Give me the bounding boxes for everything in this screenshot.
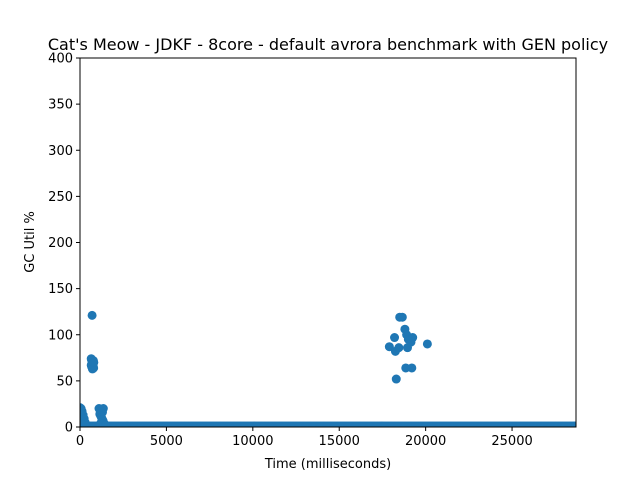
x-tick-label: 0 <box>76 434 84 449</box>
plot-marks <box>80 310 576 427</box>
data-point <box>408 333 418 343</box>
y-tick-label: 400 <box>48 52 73 67</box>
y-tick-label: 250 <box>48 190 73 205</box>
x-axis: 0 5000 10000 15000 20000 25000 <box>76 427 533 449</box>
y-tick-label: 300 <box>48 144 73 159</box>
x-tick-label: 20000 <box>405 434 446 449</box>
plot-frame <box>79 57 577 428</box>
data-point <box>87 310 97 320</box>
y-tick-label: 350 <box>48 98 73 113</box>
x-axis-label: Time (milliseconds) <box>264 457 391 472</box>
data-point <box>407 363 417 373</box>
y-tick-label: 50 <box>56 374 73 389</box>
y-axis-label: GC Util % <box>23 211 38 273</box>
y-tick-label: 0 <box>65 421 73 436</box>
data-point <box>391 374 401 384</box>
data-point <box>397 312 407 322</box>
x-tick-label: 10000 <box>232 434 273 449</box>
data-point <box>394 343 404 353</box>
y-axis: 0 50 100 150 200 250 300 350 400 <box>48 52 80 436</box>
data-point <box>390 333 400 343</box>
y-tick-label: 100 <box>48 328 73 343</box>
x-tick-label: 5000 <box>150 434 183 449</box>
y-tick-label: 200 <box>48 236 73 251</box>
data-point <box>570 421 576 427</box>
x-tick-label: 15000 <box>319 434 360 449</box>
x-tick-label: 25000 <box>491 434 532 449</box>
data-point <box>80 419 87 427</box>
y-tick-label: 150 <box>48 282 73 297</box>
chart-title: Cat's Meow - JDKF - 8core - default avro… <box>48 35 608 54</box>
data-point <box>422 339 432 349</box>
data-point <box>89 357 99 367</box>
data-point <box>101 420 111 427</box>
